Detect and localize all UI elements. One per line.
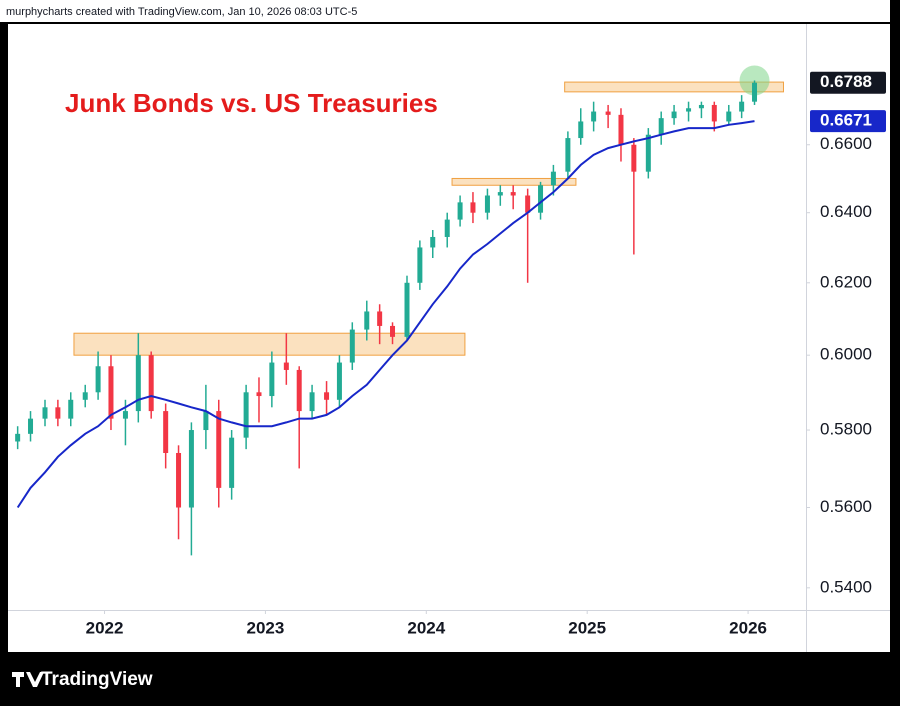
candle-body — [82, 392, 88, 400]
candle-body — [28, 418, 34, 434]
candle-body — [510, 192, 516, 196]
x-tick-label: 2023 — [247, 618, 285, 637]
candle-body — [390, 325, 396, 337]
candle-body — [55, 407, 61, 419]
y-tick-label: 0.6600 — [820, 134, 872, 153]
candle-body — [739, 101, 745, 112]
candle-body — [163, 411, 169, 453]
candle-body — [364, 311, 370, 330]
candle-body — [68, 399, 74, 419]
candle-body — [377, 311, 383, 326]
brand-text: TradingView — [41, 669, 153, 690]
candle-body — [404, 282, 410, 337]
candle-body — [497, 192, 503, 196]
candle-body — [42, 407, 48, 419]
candle-body — [148, 355, 154, 412]
candle-body — [457, 202, 463, 220]
y-tick-label: 0.5800 — [820, 420, 872, 439]
candle-body — [216, 411, 222, 488]
y-tick-label: 0.5600 — [820, 497, 872, 516]
moving-average — [16, 120, 755, 509]
candle-body — [269, 362, 275, 397]
candle-body — [283, 362, 289, 370]
candle-body — [618, 114, 624, 145]
candle-body — [550, 171, 556, 186]
candle-body — [698, 104, 704, 109]
candle-body — [336, 362, 342, 400]
candle-body — [752, 82, 758, 102]
candle-body — [188, 430, 194, 508]
candle-body — [484, 195, 490, 213]
candle-body — [243, 392, 249, 438]
ma-price-box — [810, 110, 886, 133]
candle-body — [538, 185, 544, 213]
candle-body — [309, 392, 315, 412]
last-price-box — [810, 71, 886, 94]
logo-icon — [12, 672, 44, 687]
candle-body — [605, 111, 611, 115]
candle-body — [444, 219, 450, 237]
ma-price-label: 0.6671 — [820, 111, 872, 130]
candle-body — [256, 392, 262, 397]
candle-body — [95, 366, 101, 393]
candle-body — [417, 247, 423, 283]
candle-body — [324, 392, 330, 400]
x-tick-label: 2024 — [407, 618, 445, 637]
candle-body — [591, 111, 597, 122]
candle-body — [135, 355, 141, 412]
x-tick-label: 2022 — [86, 618, 124, 637]
candle-body — [658, 118, 664, 135]
candle-body — [349, 329, 355, 363]
x-tick-label: 2026 — [729, 618, 767, 637]
candle-body — [631, 144, 637, 172]
candle-body — [470, 202, 476, 213]
y-tick-label: 0.6400 — [820, 202, 872, 221]
x-tick-label: 2025 — [568, 618, 606, 637]
brand-logo: TradingView — [12, 669, 153, 690]
candle-body — [122, 411, 128, 419]
header-bar — [0, 0, 890, 22]
candle-body — [15, 433, 21, 442]
y-tick-label: 0.6000 — [820, 345, 872, 364]
candle-body — [711, 104, 717, 122]
source-text: murphycharts created with TradingView.co… — [6, 6, 357, 18]
candle-body — [578, 121, 584, 139]
candle-body — [525, 195, 531, 213]
plot-area — [15, 65, 784, 556]
candle-body — [176, 452, 182, 508]
y-tick-label: 0.6200 — [820, 272, 872, 291]
candle-body — [565, 138, 571, 172]
candle-body — [229, 437, 235, 488]
resistance-zone — [451, 177, 577, 186]
candle-body — [108, 366, 114, 419]
candle-body — [671, 111, 677, 119]
chart-title: Junk Bonds vs. US Treasuries — [65, 88, 438, 118]
candle-body — [645, 134, 651, 172]
y-tick-label: 0.5400 — [820, 577, 872, 596]
candle-body — [686, 108, 692, 112]
last-price-label: 0.6788 — [820, 72, 872, 91]
resistance-zone — [564, 81, 784, 93]
candle-body — [203, 411, 209, 431]
candle-body — [726, 111, 732, 122]
candle-body — [296, 369, 302, 412]
candle-body — [430, 236, 436, 248]
